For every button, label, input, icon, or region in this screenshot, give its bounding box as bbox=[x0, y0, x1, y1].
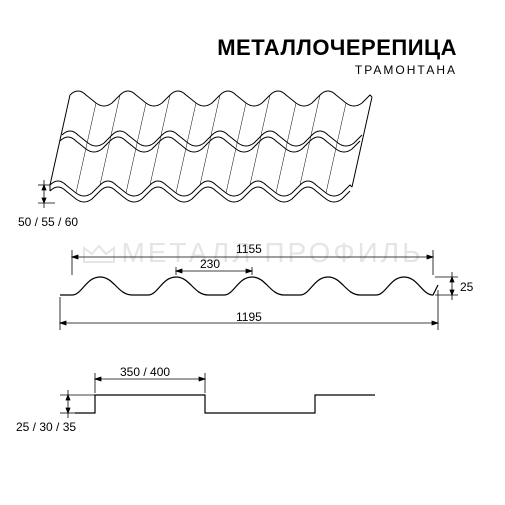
dim-width-outer: 1195 bbox=[236, 310, 262, 324]
dim-profile-height: 25 bbox=[460, 280, 473, 294]
dim-step-lengths: 350 / 400 bbox=[120, 365, 170, 379]
header: МЕТАЛЛОЧЕРЕПИЦА ТРАМОНТАНА bbox=[217, 35, 457, 77]
dim-side-heights: 50 / 55 / 60 bbox=[18, 215, 78, 229]
product-title: МЕТАЛЛОЧЕРЕПИЦА bbox=[217, 35, 457, 61]
dim-width-inner: 1155 bbox=[236, 242, 262, 256]
dim-module-width: 230 bbox=[200, 257, 220, 271]
dim-step-heights: 25 / 30 / 35 bbox=[16, 420, 76, 434]
